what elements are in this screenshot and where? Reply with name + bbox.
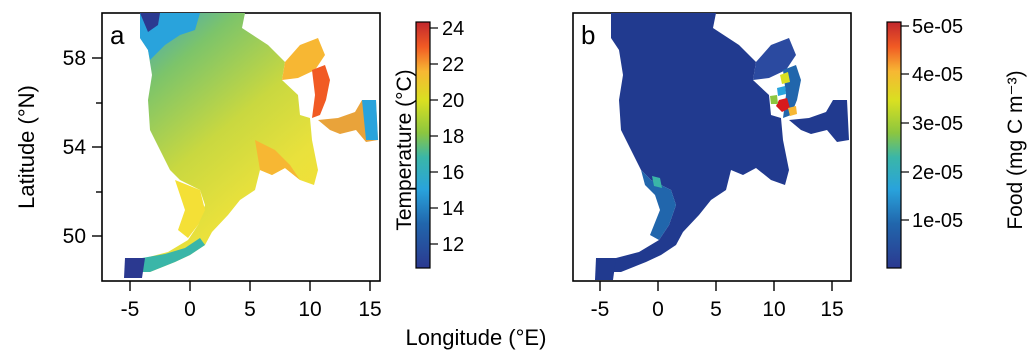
sea-region-deep-north-a (140, 13, 160, 32)
sea-region-baltic-east-a (362, 100, 378, 140)
sea-region-channel-warm-a (175, 180, 205, 238)
panel-a-y-axis (92, 57, 102, 237)
panel-a-xtick-label: 15 (358, 298, 381, 321)
sea-region-north-sea-a (130, 13, 318, 272)
panel-a-ytick-label: 58 (63, 47, 86, 70)
x-axis-label: Longitude (°E) (406, 325, 547, 350)
panel-a-x-axis (129, 281, 371, 291)
panel-b-letter: b (581, 20, 595, 50)
panel-a-colorbar-tick: 16 (442, 162, 464, 184)
panel-b-colorbar-tick: 2e-05 (912, 162, 963, 184)
panel-b-colorbar-label: Food (mg C m⁻³) (1004, 70, 1027, 229)
panel-b-xtick-label: -5 (591, 298, 610, 321)
sea-region-kattegat-a (312, 65, 330, 118)
panel-b-xtick-label: 10 (762, 298, 785, 321)
panel-a-xtick-label: 0 (184, 298, 196, 321)
hotspot-green-b (770, 95, 778, 104)
panel-b-xtick-label: 15 (820, 298, 843, 321)
panel-b-colorbar-ticks (901, 25, 909, 221)
panel-b-colorbar-tick: 5e-05 (912, 16, 963, 38)
panel-a-colorbar-label: Temperature (°C) (393, 69, 416, 230)
panel-a-colorbar-tick: 22 (442, 54, 464, 76)
hotspot-yellow-b (780, 72, 790, 84)
panel-b: b -5 0 5 10 15 5e-05 4e-05 3e-05 2e-05 1… (572, 12, 1027, 321)
panel-a-map (124, 13, 378, 278)
sea-region-north-sea-b (601, 13, 789, 272)
panel-a: a -5 0 5 10 15 58 54 50 (63, 12, 464, 321)
panel-a-xtick-label: 10 (298, 298, 321, 321)
sea-region-coast-b (641, 170, 676, 240)
panel-b-xtick-label: 5 (710, 298, 722, 321)
panel-a-xtick-label: 5 (244, 298, 256, 321)
panel-a-colorbar-tick: 14 (442, 198, 464, 220)
sea-region-brittany-a (124, 258, 145, 278)
hotspot-orange-b (788, 106, 797, 116)
panel-a-letter: a (110, 20, 125, 50)
sea-region-channel-a (128, 238, 205, 272)
panel-a-xtick-label: -5 (121, 298, 140, 321)
panel-b-xtick-label: 0 (652, 298, 664, 321)
y-axis-label: Latitude (°N) (14, 85, 39, 209)
panel-a-colorbar (415, 21, 431, 269)
panel-a-ytick-label: 54 (63, 136, 87, 159)
panel-a-colorbar-tick: 12 (442, 234, 464, 256)
panel-a-colorbar-tick: 20 (442, 90, 464, 112)
panel-a-colorbar-tick: 18 (442, 126, 464, 148)
sea-region-baltic-b (789, 100, 849, 142)
sea-region-channel-b (595, 258, 616, 280)
sea-region-coast-teal-b (652, 176, 662, 188)
hotspot-red-b (776, 98, 790, 112)
panel-b-colorbar-tick: 3e-05 (912, 113, 963, 135)
panel-a-colorbar-tick: 24 (442, 18, 464, 40)
panel-a-ytick-label: 50 (63, 225, 86, 248)
sea-region-baltic-a (318, 100, 378, 142)
panel-b-map (595, 13, 849, 280)
panel-a-colorbar-ticks (430, 27, 438, 245)
sea-region-warm-coast-a (255, 140, 300, 180)
hotspot-cyan-b (777, 86, 786, 96)
panel-b-colorbar-tick: 1e-05 (912, 210, 963, 232)
panel-b-colorbar-tick: 4e-05 (912, 64, 963, 86)
panel-b-colorbar (886, 21, 902, 269)
panel-b-x-axis (599, 281, 833, 291)
